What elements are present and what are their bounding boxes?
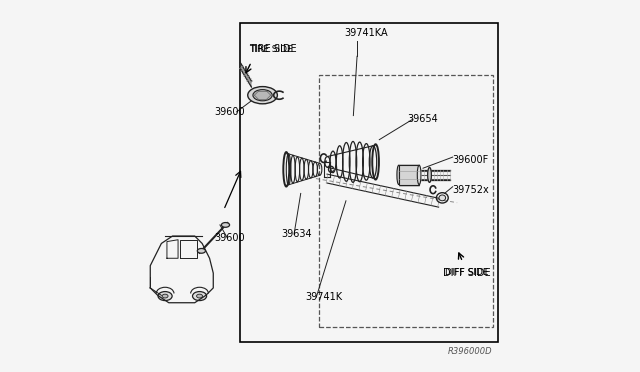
Ellipse shape [439,195,445,201]
Text: 39741KA: 39741KA [344,28,388,38]
Text: 39654: 39654 [407,114,438,124]
Ellipse shape [158,292,172,301]
Text: 39600F: 39600F [452,155,489,165]
Bar [319,75,493,327]
Text: 39634: 39634 [281,229,312,239]
Text: TIRE SIDE: TIRE SIDE [249,45,292,54]
Ellipse shape [221,222,230,227]
Ellipse shape [253,90,272,101]
Ellipse shape [417,165,421,185]
Text: DIFF SIDE: DIFF SIDE [445,267,488,276]
Bar [240,23,498,341]
Bar [399,165,419,185]
Text: 39752x: 39752x [452,185,490,195]
Text: 39600: 39600 [214,233,245,243]
Text: TIRE SIDE: TIRE SIDE [249,44,296,54]
Ellipse shape [193,292,207,301]
Ellipse shape [397,165,401,185]
Ellipse shape [196,294,202,298]
Text: DIFF SIDE: DIFF SIDE [443,267,490,278]
Ellipse shape [248,87,277,104]
Ellipse shape [162,294,168,298]
Text: 39741K: 39741K [305,292,342,302]
Text: 39600: 39600 [214,107,245,117]
Ellipse shape [428,167,431,182]
Ellipse shape [197,248,205,253]
Text: R396000D: R396000D [448,347,492,356]
